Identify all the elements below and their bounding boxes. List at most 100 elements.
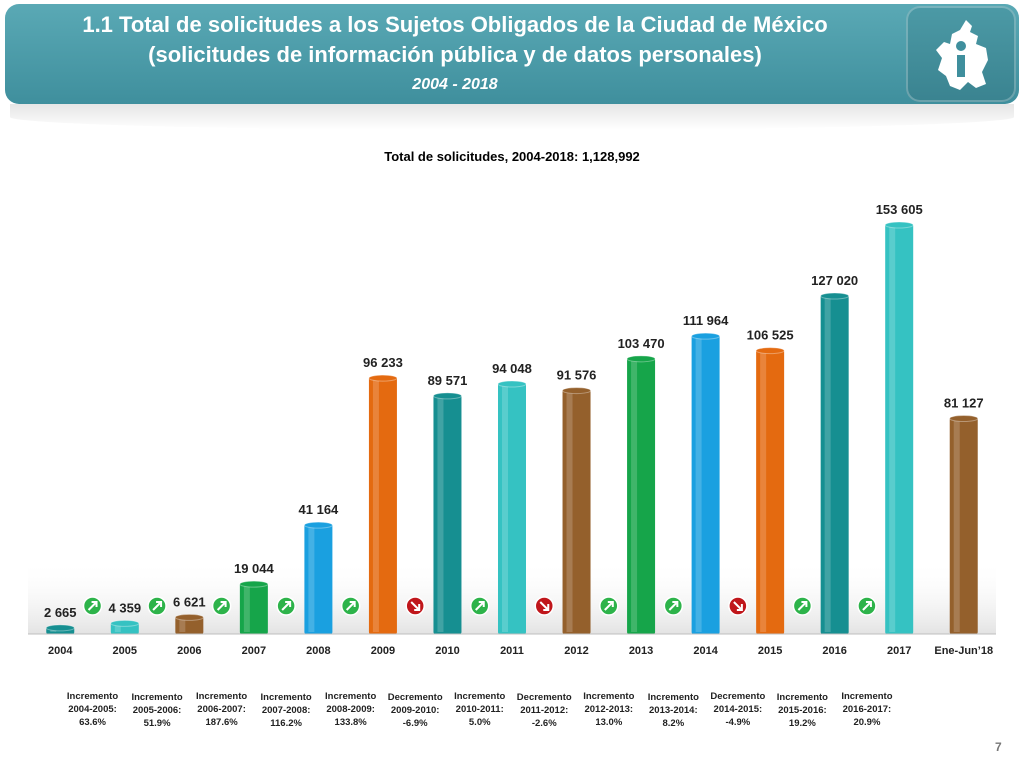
bar-cap	[45, 624, 75, 632]
increase-arrow-icon	[211, 596, 232, 616]
increase-arrow-icon	[792, 596, 813, 616]
change-note-period: 2011-2012:	[520, 705, 569, 716]
change-note-period: 2006-2007:	[197, 704, 246, 715]
x-tick-label: 2015	[758, 645, 782, 657]
bar-cap	[949, 414, 979, 422]
bar-ene-jun-18	[949, 417, 978, 634]
x-tick-label: 2016	[822, 645, 846, 657]
bar-highlight	[502, 384, 508, 632]
bar-cap	[626, 355, 656, 363]
increase-arrow-icon	[276, 596, 296, 616]
bar-cap	[691, 332, 721, 340]
change-note-pct: 13.0%	[595, 717, 623, 728]
change-note-kind: Incremento	[647, 692, 699, 703]
increase-arrow-icon	[663, 596, 684, 616]
change-note: Incremento 2008-2009: 133.8%	[317, 690, 385, 729]
change-note-kind: Decremento	[387, 692, 443, 703]
change-note-period: 2010-2011:	[455, 704, 504, 715]
change-note-period: 2015-2016:	[778, 705, 827, 716]
change-note-kind: Incremento	[776, 692, 828, 703]
bar-2017	[885, 224, 914, 634]
change-note-kind: Incremento	[131, 692, 183, 703]
change-note-kind: Decremento	[516, 692, 572, 703]
page-subtitle: (solicitudes de información pública y de…	[148, 42, 762, 67]
banner-shadow	[10, 104, 1014, 130]
x-tick-label: 2013	[629, 645, 653, 657]
change-note-pct: 187.6%	[205, 717, 238, 728]
bar-highlight	[631, 359, 638, 632]
x-tick-label: 2008	[306, 645, 330, 657]
bar-highlight	[889, 226, 896, 632]
change-note: Incremento 2016-2017: 20.9%	[833, 690, 901, 729]
data-label: 91 576	[557, 368, 597, 383]
bar-highlight	[566, 391, 573, 632]
bar-cap	[303, 521, 333, 529]
change-note-kind: Incremento	[325, 691, 377, 702]
logo	[906, 6, 1016, 102]
change-note-period: 2005-2006:	[132, 705, 182, 716]
change-note-period: 2004-2005:	[68, 704, 117, 715]
data-label: 41 164	[299, 502, 340, 517]
change-note-pct: 133.8%	[334, 717, 367, 728]
bar-2014	[691, 335, 720, 634]
change-note-pct: -2.6%	[531, 718, 557, 729]
x-tick-label: 2006	[177, 645, 201, 657]
decrease-arrow-icon	[534, 596, 555, 616]
x-tick-label: 2010	[435, 645, 459, 657]
bar-highlight	[308, 526, 315, 632]
decrease-arrow-icon	[405, 596, 425, 616]
x-tick-label: Ene-Jun’18	[934, 645, 993, 657]
data-label: 127 020	[811, 273, 858, 288]
bar-2015	[756, 349, 785, 634]
bar-cap	[562, 387, 592, 395]
data-label: 106 525	[747, 328, 794, 343]
bar-highlight	[760, 351, 767, 632]
page-title: 1.1 Total de solicitudes a los Sujetos O…	[82, 12, 828, 37]
change-note-period: 2009-2010:	[390, 705, 440, 716]
change-note-pct: 51.9%	[143, 718, 171, 729]
change-note: Incremento 2010-2011: 5.0%	[446, 690, 514, 729]
data-label: 81 127	[944, 395, 984, 410]
change-note-pct: 5.0%	[468, 717, 491, 728]
data-label: 19 044	[234, 561, 275, 576]
change-note-kind: Incremento	[583, 691, 635, 702]
change-note-pct: 8.2%	[662, 718, 685, 729]
data-label: 96 233	[363, 355, 403, 370]
bar-highlight	[824, 296, 831, 632]
change-note-period: 2007-2008:	[261, 705, 311, 716]
bar-cap	[755, 347, 785, 355]
change-note-pct: 63.6%	[79, 717, 106, 728]
change-note-kind: Incremento	[195, 691, 248, 702]
bar-2009	[368, 377, 397, 634]
chart-title: Total de solicitudes, 2004-2018: 1,128,9…	[384, 149, 640, 164]
page-number: 7	[995, 740, 1002, 754]
change-note: Incremento 2013-2014: 8.2%	[639, 691, 707, 730]
bar-2011	[498, 382, 526, 634]
x-tick-label: 2009	[371, 645, 395, 657]
increase-arrow-icon	[469, 596, 490, 616]
change-note-pct: 19.2%	[788, 718, 816, 729]
change-note-period: 2008-2009:	[326, 704, 375, 715]
data-label: 103 470	[618, 336, 665, 351]
bar-2012	[562, 389, 591, 634]
data-label: 6 621	[173, 594, 206, 609]
data-label: 94 048	[492, 361, 532, 376]
data-label: 89 571	[428, 373, 468, 388]
change-note: Decremento 2009-2010: -6.9%	[381, 691, 449, 730]
increase-arrow-icon	[599, 596, 619, 616]
data-label: 111 964	[683, 313, 729, 328]
bar-cap	[432, 392, 462, 400]
x-tick-label: 2004	[48, 645, 73, 657]
bar-highlight	[372, 379, 379, 632]
bar-highlight	[243, 585, 250, 632]
change-note-period: 2012-2013:	[584, 704, 634, 715]
x-tick-label: 2012	[564, 645, 588, 657]
bar-highlight	[437, 396, 444, 632]
change-note: Incremento 2012-2013: 13.0%	[575, 690, 643, 729]
change-note: Incremento 2005-2006: 51.9%	[123, 691, 191, 730]
change-note-period: 2014-2015:	[713, 704, 763, 715]
x-tick-label: 2017	[887, 645, 911, 657]
bar-2013	[627, 357, 656, 634]
x-tick-label: 2014	[693, 645, 718, 657]
